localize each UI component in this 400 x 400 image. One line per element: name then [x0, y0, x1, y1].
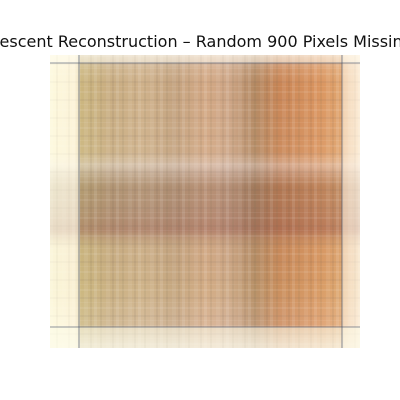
figure-title: Descent Reconstruction – Random 900 Pixe…: [0, 32, 400, 51]
right-margin-fade: [342, 55, 360, 348]
top-margin-fade: [50, 55, 360, 63]
image-row-streaks: [50, 55, 360, 348]
reconstructed-image-canvas: [50, 55, 360, 348]
reconstructed-image: [50, 55, 360, 348]
bottom-margin-fade: [50, 327, 360, 348]
left-margin-fade: [50, 55, 80, 348]
